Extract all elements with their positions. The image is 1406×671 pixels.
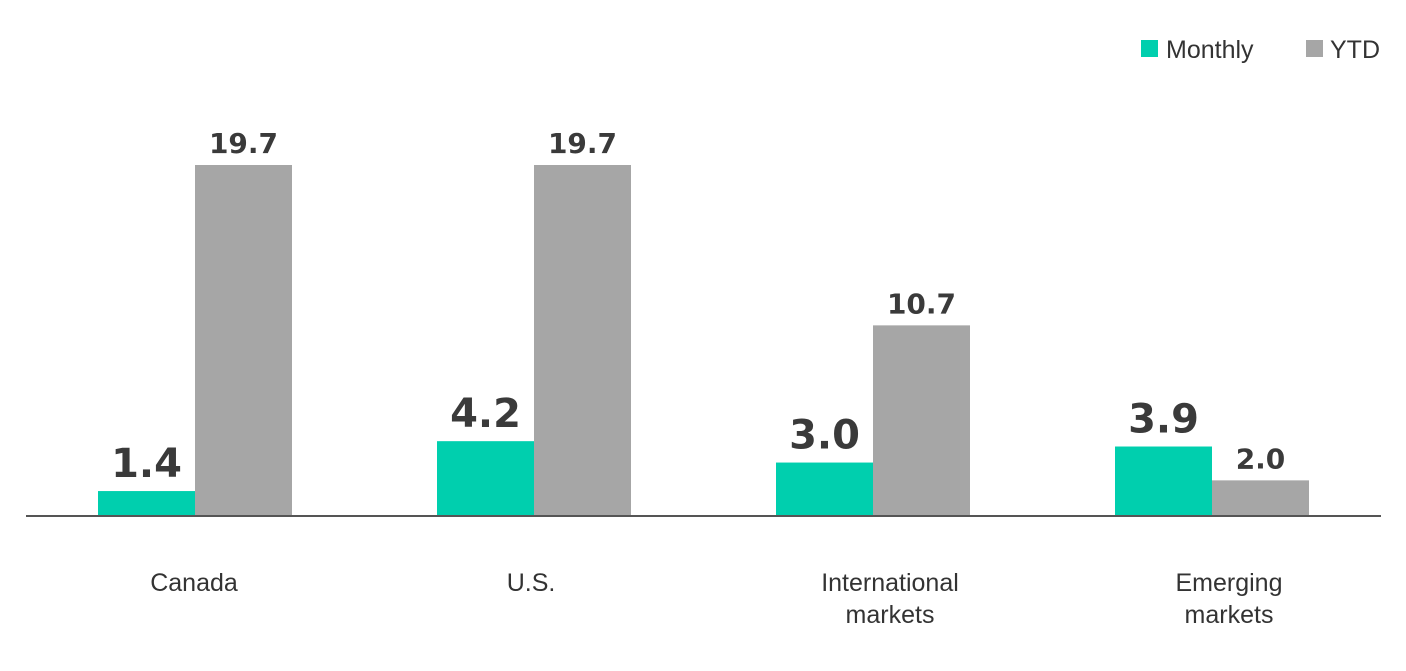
bar-ytd-2	[873, 325, 970, 516]
bar-monthly-3	[1115, 446, 1212, 516]
bar-ytd-0	[195, 165, 292, 516]
category-label-2: International markets	[821, 569, 959, 629]
value-label-monthly-3: 3.9	[1128, 397, 1199, 443]
category-label-3: Emerging markets	[1176, 569, 1283, 629]
value-label-ytd-3: 2.0	[1236, 442, 1286, 475]
bar-monthly-0	[98, 491, 195, 516]
value-label-monthly-0: 1.4	[111, 441, 182, 487]
category-labels-group: Canada U.S. International markets Emerging ma…	[150, 569, 1282, 629]
category-label-1: U.S.	[507, 569, 556, 597]
value-label-ytd-2: 10.7	[887, 287, 956, 320]
category-label-0: Canada	[150, 569, 238, 597]
value-label-monthly-1: 4.2	[450, 391, 521, 437]
bar-monthly-2	[776, 462, 873, 516]
value-label-ytd-1: 19.7	[548, 127, 617, 160]
value-label-ytd-0: 19.7	[209, 127, 278, 160]
value-label-monthly-2: 3.0	[789, 413, 860, 459]
bars-group	[98, 165, 1309, 516]
legend-swatch-monthly	[1141, 40, 1158, 57]
value-labels-group: 1.4 4.2 3.0 3.9 19.7 19.7 10.7 2.0	[111, 127, 1285, 487]
legend-swatch-ytd	[1306, 40, 1323, 57]
bar-ytd-3	[1212, 480, 1309, 516]
bar-monthly-1	[437, 441, 534, 516]
legend-label-ytd: YTD	[1330, 36, 1380, 64]
legend-label-monthly: Monthly	[1166, 36, 1254, 64]
legend: Monthly YTD	[1141, 36, 1380, 64]
bar-ytd-1	[534, 165, 631, 516]
